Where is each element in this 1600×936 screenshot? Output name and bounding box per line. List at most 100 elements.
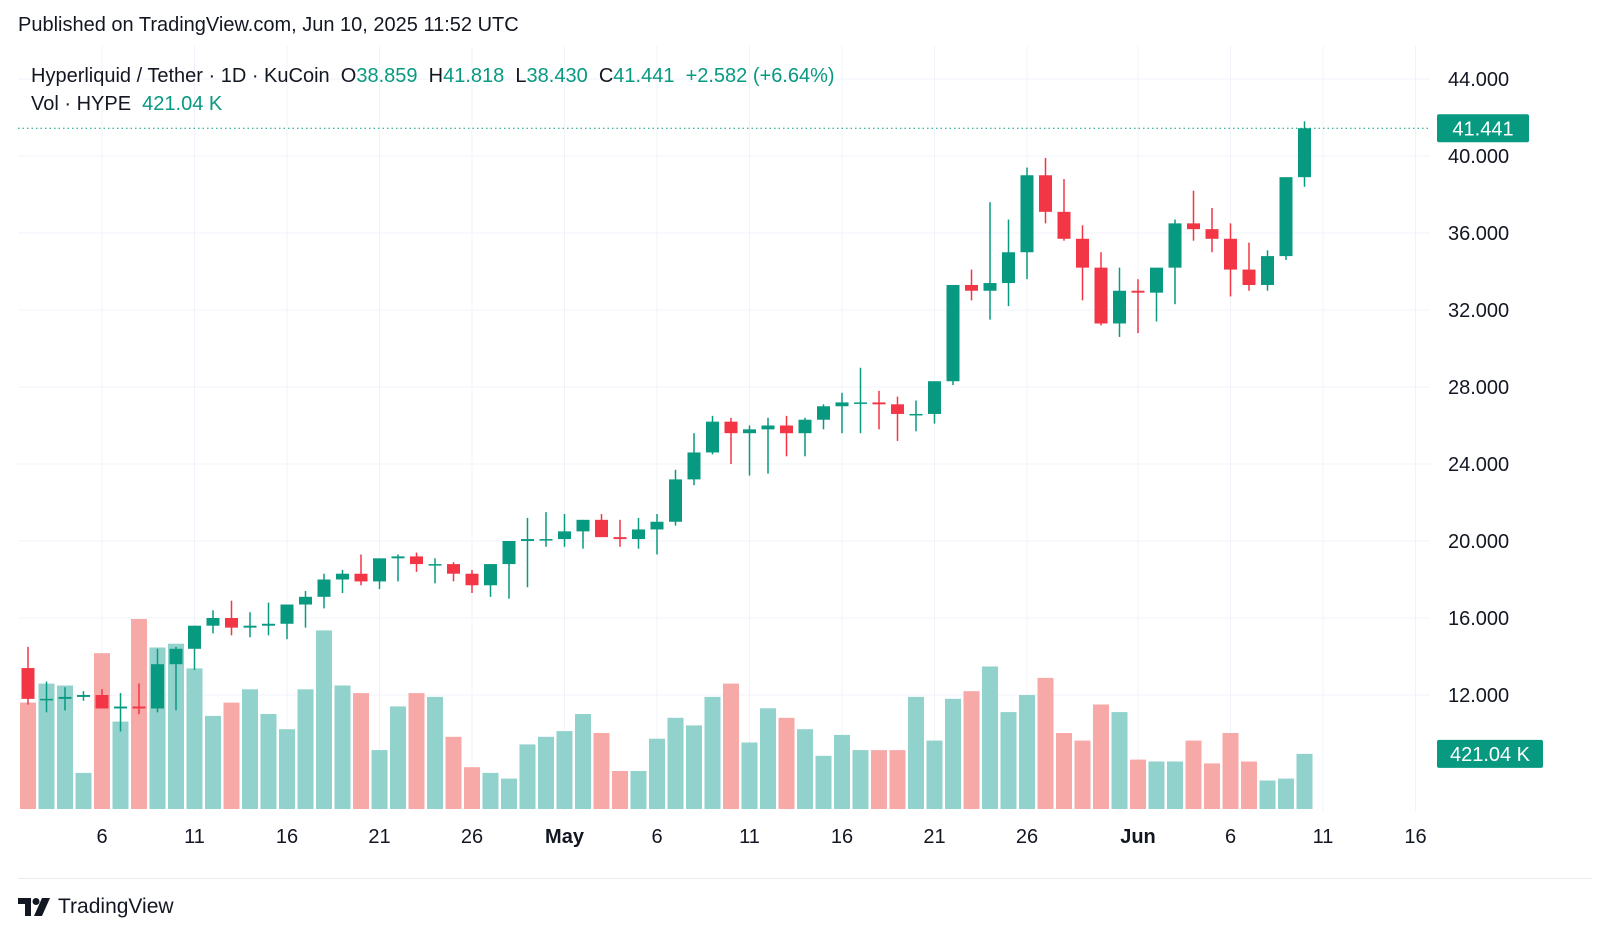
- price-tick-label: 20.000: [1448, 531, 1509, 553]
- legend-close-label: C: [598, 65, 614, 87]
- legend-volume-label: Vol · HYPE: [31, 93, 132, 115]
- candle-body[interactable]: [447, 564, 460, 574]
- candle-body[interactable]: [354, 573, 368, 582]
- candle-body[interactable]: [1020, 175, 1034, 253]
- candle-body[interactable]: [965, 284, 978, 291]
- candle-body[interactable]: [243, 625, 257, 628]
- candle-body[interactable]: [1168, 223, 1182, 268]
- candle-body[interactable]: [1205, 229, 1219, 239]
- price-chart[interactable]: 6 11 16 21 26 May 6 11 16 21 26 Jun 6 11 16 44.000 40.00…: [18, 46, 1592, 878]
- candle-body[interactable]: [928, 381, 941, 414]
- volume-bar: [704, 696, 721, 809]
- candle-body[interactable]: [817, 406, 830, 420]
- x-tick-label: 16: [276, 826, 298, 848]
- legend-volume-value: 421.04 K: [142, 93, 223, 115]
- candle-body[interactable]: [206, 618, 220, 626]
- candle-body[interactable]: [1298, 128, 1311, 178]
- candle-body[interactable]: [1242, 269, 1256, 285]
- candle-body[interactable]: [1002, 252, 1015, 284]
- chart-frame[interactable]: 6 11 16 21 26 May 6 11 16 21 26 Jun 6 11 16 44.000 40.00…: [18, 46, 1592, 879]
- candle-body[interactable]: [262, 623, 275, 626]
- candle-body[interactable]: [484, 564, 497, 586]
- legend-low-value: 38.430: [526, 65, 588, 87]
- candle-body[interactable]: [391, 556, 405, 559]
- volume-bar: [1204, 763, 1220, 809]
- candle-body[interactable]: [761, 425, 775, 430]
- candle-body[interactable]: [1131, 290, 1145, 293]
- volume-bar: [926, 740, 943, 809]
- candle-body[interactable]: [373, 558, 386, 582]
- candle-body[interactable]: [21, 668, 35, 699]
- candle-body[interactable]: [465, 573, 479, 586]
- volume-bar: [408, 693, 425, 809]
- volume-bar: [112, 721, 129, 809]
- candle-body[interactable]: [632, 529, 645, 540]
- candle-body[interactable]: [595, 519, 608, 538]
- candle-body[interactable]: [1224, 238, 1237, 270]
- candle-body[interactable]: [909, 413, 923, 416]
- candle-body[interactable]: [1094, 267, 1108, 324]
- candle-body[interactable]: [558, 531, 571, 540]
- candle-body[interactable]: [1039, 175, 1052, 212]
- candle-body[interactable]: [983, 283, 997, 291]
- candle-body[interactable]: [299, 596, 312, 605]
- candle-body[interactable]: [77, 695, 90, 697]
- volume-bar: [778, 717, 795, 809]
- candle-body[interactable]: [428, 564, 442, 566]
- candle-body[interactable]: [539, 539, 553, 541]
- candle-body[interactable]: [1279, 177, 1293, 257]
- candle-body[interactable]: [669, 479, 682, 522]
- candle-body[interactable]: [1113, 290, 1126, 324]
- volume-bar: [482, 772, 499, 809]
- candle-body[interactable]: [872, 402, 886, 405]
- candle-body[interactable]: [724, 421, 738, 434]
- volume-bar: [75, 772, 92, 809]
- volume-bar: [1111, 712, 1128, 809]
- candle-body[interactable]: [835, 402, 849, 407]
- candle-body[interactable]: [169, 648, 183, 665]
- candle-body[interactable]: [780, 425, 793, 434]
- candle-body[interactable]: [891, 404, 904, 414]
- candle-body[interactable]: [687, 452, 701, 480]
- candle-body[interactable]: [854, 402, 867, 404]
- candle-body[interactable]: [502, 541, 516, 565]
- candle-body[interactable]: [576, 519, 590, 532]
- candle-body[interactable]: [946, 284, 960, 382]
- candle-body[interactable]: [280, 604, 294, 624]
- tradingview-brand[interactable]: TradingView: [18, 893, 174, 921]
- legend-symbol: Hyperliquid / Tether · 1D · KuCoin: [31, 65, 330, 87]
- volume-bar: [205, 715, 221, 809]
- volume-bar: [20, 702, 36, 809]
- candle-body[interactable]: [132, 706, 146, 709]
- candle-body[interactable]: [410, 556, 423, 565]
- candle-body[interactable]: [114, 706, 127, 709]
- candle-body[interactable]: [1261, 256, 1274, 285]
- candle-body[interactable]: [317, 579, 331, 597]
- x-tick-label: 6: [1225, 826, 1236, 848]
- volume-bar: [889, 750, 906, 809]
- candle-body[interactable]: [95, 695, 109, 709]
- candle-body[interactable]: [521, 539, 534, 541]
- candle-body[interactable]: [58, 696, 72, 699]
- candle-body[interactable]: [1057, 211, 1071, 239]
- candle-body[interactable]: [613, 537, 627, 540]
- candle-body[interactable]: [650, 521, 664, 530]
- candle-body[interactable]: [743, 429, 756, 434]
- candle-body[interactable]: [706, 421, 719, 453]
- volume-bar: [852, 750, 869, 809]
- volume-bar: [501, 778, 517, 809]
- volume-bar: [945, 698, 961, 809]
- candle-body[interactable]: [1076, 238, 1089, 268]
- candle-body[interactable]: [1150, 267, 1163, 293]
- volume-bar: [649, 738, 665, 809]
- candle-body[interactable]: [798, 419, 812, 434]
- volume-bar: [1296, 753, 1313, 809]
- candle-body[interactable]: [225, 618, 238, 628]
- volume-bar: [1037, 677, 1054, 809]
- volume-bar: [963, 691, 980, 809]
- candle-body[interactable]: [336, 573, 349, 580]
- candle-body[interactable]: [1187, 223, 1200, 230]
- candle-body[interactable]: [151, 664, 164, 709]
- candle-body[interactable]: [40, 698, 53, 701]
- candle-body[interactable]: [188, 625, 201, 649]
